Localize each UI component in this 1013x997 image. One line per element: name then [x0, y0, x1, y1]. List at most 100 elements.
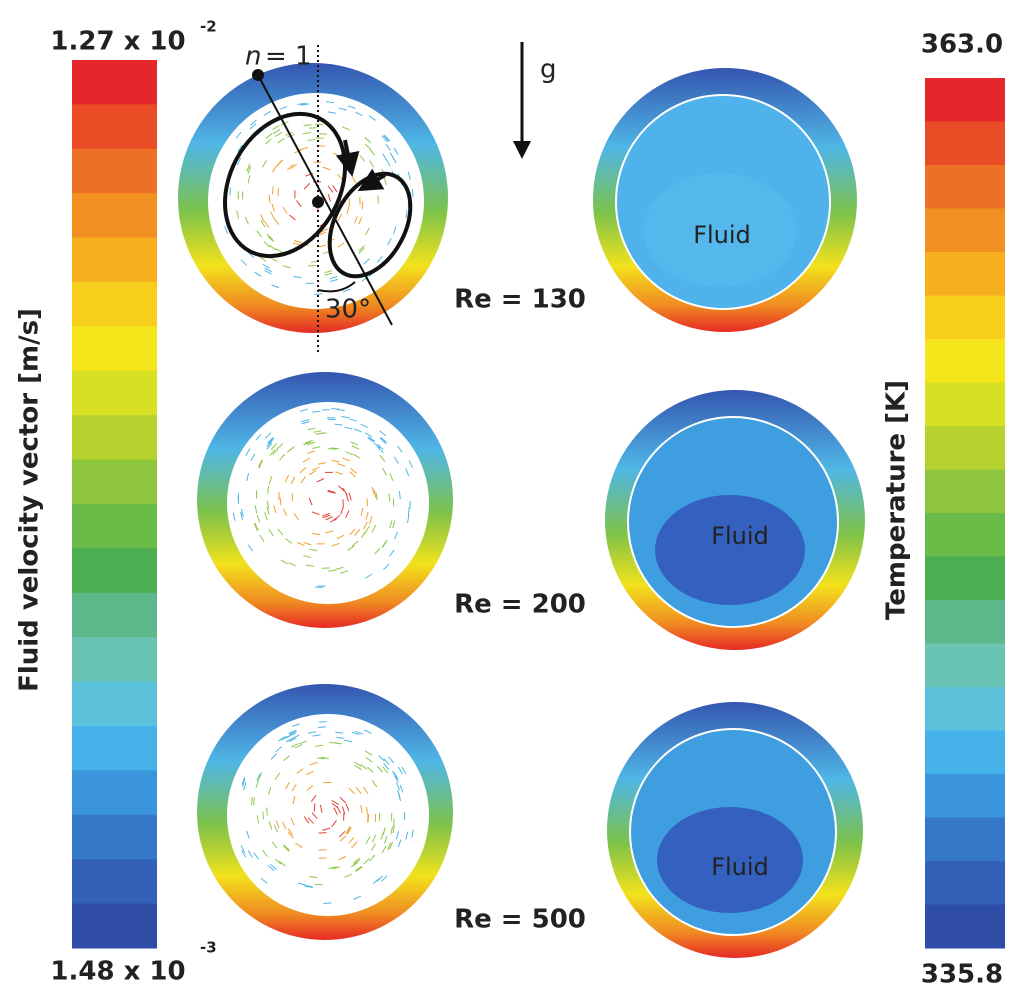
velocity-vector: [255, 433, 262, 441]
temperature-min: 335.8: [921, 960, 1003, 990]
velocity-vector: [280, 735, 288, 741]
velocity-vector: [365, 227, 370, 236]
velocity-vector: [340, 570, 349, 574]
velocity-vector: [346, 206, 350, 215]
velocity-vector: [322, 512, 330, 517]
velocity-vector: [327, 490, 336, 494]
velocity-vector: [296, 768, 304, 774]
velocity-vector: [338, 485, 345, 492]
velocity-vector: [271, 165, 277, 173]
velocity-vector: [365, 750, 373, 756]
colorbar-band: [72, 903, 157, 949]
velocity-vector: [266, 500, 270, 509]
velocity-vector: [246, 472, 250, 481]
velocity-vector: [294, 744, 303, 749]
velocity-vector: [350, 441, 359, 446]
velocity-vector: [381, 845, 387, 854]
velocity-vector: [350, 468, 358, 474]
velocity-vector: [302, 457, 311, 463]
velocity-vector: [377, 446, 384, 454]
velocity-vector: [345, 803, 350, 812]
velocity-vector: [242, 778, 246, 787]
velocity-vector: [397, 445, 403, 453]
arrow: [357, 168, 387, 192]
velocity-vector: [346, 827, 352, 835]
colorbar-band: [72, 592, 157, 638]
velocity-vector: [268, 821, 273, 830]
velocity-vector: [280, 559, 289, 565]
velocity-vector: [351, 731, 360, 736]
velocity-vector: [307, 427, 316, 431]
velocity-vector: [275, 746, 282, 753]
case-label: Re = 200: [454, 590, 586, 620]
colorbar-band: [72, 637, 157, 683]
velocity-vector: [321, 228, 329, 233]
velocity-vector: [345, 493, 349, 502]
colorbar-band: [925, 730, 1005, 775]
velocity-vector: [364, 143, 372, 150]
velocity-vector: [322, 514, 331, 519]
velocity-vector: [308, 470, 317, 476]
colorbar-band: [925, 556, 1005, 601]
velocity-vector: [325, 530, 334, 534]
velocity-vector: [354, 764, 362, 771]
colorbar-band: [925, 469, 1005, 514]
velocity-vector: [311, 812, 318, 819]
velocity-vector: [303, 542, 312, 546]
velocity-vector: [293, 275, 302, 279]
velocity-vector: [282, 265, 291, 269]
colorbar-band: [925, 426, 1005, 470]
colorbar-band: [925, 382, 1005, 427]
velocity-vector: [367, 437, 375, 443]
velocity-vector: [301, 419, 310, 423]
velocity-vector: [299, 147, 308, 151]
temperature-core: [643, 173, 797, 287]
flow-annotation: 30° n = 1: [223, 42, 413, 355]
velocity-vector: [344, 426, 353, 430]
velocity-vector: [251, 796, 253, 805]
velocity-vector: [376, 255, 383, 263]
velocity-vector: [379, 430, 387, 437]
velocity-vector: [389, 152, 395, 160]
velocity-vector: [365, 511, 369, 520]
velocity-vector: [383, 135, 390, 142]
colorbar-band: [925, 339, 1005, 383]
velocity-vector: [337, 242, 345, 248]
velocity-vector: [306, 770, 314, 776]
colorbar-band: [72, 814, 157, 860]
velocity-vector: [269, 245, 277, 251]
velocity-vector: [367, 766, 374, 773]
velocity-vector: [262, 263, 270, 269]
velocity-vector: [389, 549, 395, 557]
velocity-vector: [405, 831, 409, 840]
velocity-vector: [369, 516, 373, 524]
velocity-vector: [291, 784, 297, 792]
velocity-vector: [397, 766, 403, 774]
velocity-vector: [299, 408, 308, 412]
region-label: Fluid: [693, 221, 751, 249]
velocity-vector: [330, 447, 339, 450]
velocity-max: 1.27 x 10: [50, 27, 185, 57]
velocity-vector: [284, 474, 290, 483]
velocity-vector: [303, 183, 311, 190]
velocity-vector: [355, 730, 364, 735]
velocity-vector: [331, 460, 340, 463]
velocity-vector: [260, 219, 266, 228]
colorbar-band: [925, 774, 1005, 818]
colorbar-band: [925, 861, 1005, 905]
velocity-vector: [411, 188, 414, 197]
velocity-vector: [360, 805, 363, 814]
velocity-vector: [254, 522, 259, 531]
velocity-vector: [355, 787, 362, 795]
velocity-vector: [287, 828, 294, 836]
velocity-vector: [342, 487, 348, 495]
velocity-vector: [363, 858, 370, 865]
velocity-vector: [407, 171, 411, 180]
velocity-vector: [365, 756, 373, 763]
velocity-vector: [355, 866, 363, 872]
velocity-vector: [387, 842, 392, 850]
velocity-vector: [253, 797, 255, 806]
velocity-vector: [297, 882, 306, 886]
velocity-vector: [411, 829, 414, 838]
velocity-min-exp: -3: [200, 939, 217, 957]
